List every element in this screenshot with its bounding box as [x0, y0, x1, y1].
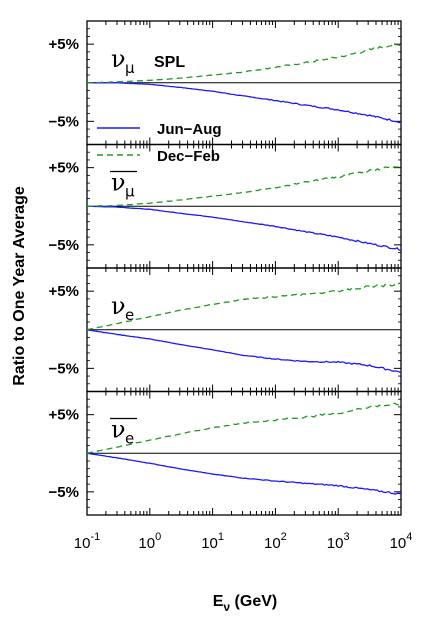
x-tick-label: 10-1 — [74, 531, 100, 552]
panel-3: +5% −5% ν e — [49, 390, 402, 516]
x-tick-label: 103 — [327, 531, 350, 552]
series-jun-aug-line — [86, 329, 402, 374]
series-dec-feb-line — [86, 43, 402, 84]
flavor-label: ν — [111, 45, 126, 73]
y-tick-label: −5% — [49, 113, 79, 130]
legend: Jun−Aug Dec−Feb — [97, 121, 222, 165]
x-tick-label: 102 — [264, 531, 287, 552]
x-tick-label: 100 — [138, 531, 161, 552]
flavor-label: ν — [111, 416, 126, 444]
y-tick-label: −5% — [49, 360, 79, 377]
x-axis-label-main: E — [213, 593, 224, 610]
y-axis-label: Ratio to One Year Average — [11, 186, 28, 386]
flavor-label: ν — [111, 169, 126, 197]
x-axis-label-sub: ν — [223, 600, 230, 614]
legend-label-dec-feb: Dec−Feb — [157, 148, 220, 165]
flavor-label: ν — [111, 292, 126, 320]
x-axis-label-unit: (GeV) — [230, 593, 277, 610]
flavor-subscript: e — [125, 306, 134, 324]
flavor-subscript: μ — [125, 59, 135, 77]
series-dec-feb-line — [86, 402, 402, 454]
y-tick-label: −5% — [49, 484, 79, 501]
series-jun-aug-line — [87, 205, 402, 252]
annotation-spl: SPL — [154, 54, 185, 71]
y-tick-label: +5% — [49, 283, 79, 300]
series-dec-feb-line — [86, 165, 402, 207]
flavor-subscript: e — [125, 430, 134, 448]
legend-label-jun-aug: Jun−Aug — [157, 121, 222, 138]
series-jun-aug-line — [86, 452, 402, 495]
x-tick-label: 101 — [201, 531, 224, 552]
series-jun-aug-line — [87, 81, 402, 124]
panel-2: +5% −5% ν e — [49, 267, 402, 393]
series-dec-feb-line — [86, 282, 402, 331]
y-tick-label: +5% — [49, 160, 79, 177]
panels-group: +5%−5%ν μ+5%−5%ν μ+5%−5%ν e+5%−5%ν e10-1 100 1… — [49, 20, 413, 552]
x-axis-label: Eν (GeV) — [213, 593, 277, 614]
panel-1: +5% −5% ν μ — [49, 143, 402, 269]
y-tick-label: −5% — [49, 237, 79, 254]
flavor-subscript: μ — [125, 183, 135, 201]
panel-0: +5% −5% ν μ — [49, 20, 402, 146]
x-tick-label: 104 — [390, 531, 413, 552]
y-tick-label: +5% — [49, 36, 79, 53]
y-tick-label: +5% — [49, 407, 79, 424]
